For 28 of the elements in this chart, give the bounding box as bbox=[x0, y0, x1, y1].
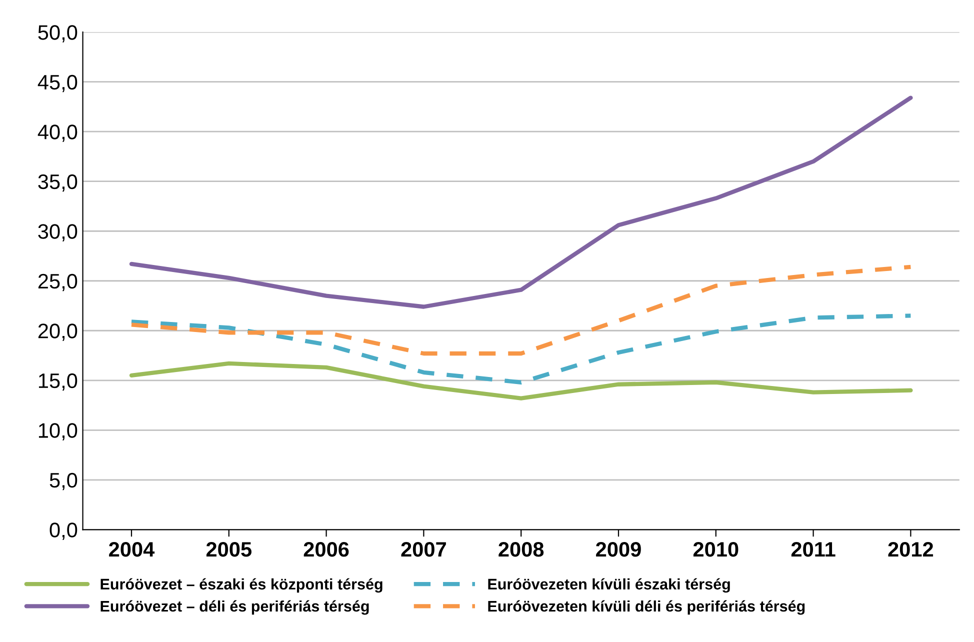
line-series bbox=[129, 361, 913, 400]
y-tick-label: 25,0 bbox=[38, 274, 78, 292]
y-tick-label: 15,0 bbox=[38, 373, 78, 391]
y-tick-label: 20,0 bbox=[38, 324, 78, 341]
legend-label: Euróövezet – déli és perifériás térség bbox=[100, 600, 369, 615]
x-tick-label: 2008 bbox=[498, 542, 544, 557]
y-tick-label: 35,0 bbox=[38, 174, 78, 192]
x-tick-label: 2009 bbox=[596, 542, 641, 557]
y-tick-label: 5,0 bbox=[50, 472, 78, 490]
x-tick-label: 2004 bbox=[109, 542, 155, 557]
y-tick-label: 0,0 bbox=[50, 522, 78, 540]
x-tick-label: 2012 bbox=[888, 542, 934, 557]
x-tick-label: 2006 bbox=[304, 542, 349, 557]
x-tick-label: 2005 bbox=[206, 542, 252, 557]
x-tick-label: 2007 bbox=[401, 542, 446, 557]
y-tick-label: 40,0 bbox=[38, 124, 78, 142]
x-tick-label: 2011 bbox=[791, 542, 836, 557]
y-tick-label: 45,0 bbox=[38, 74, 78, 92]
legend-label: Euróövezeten kívüli északi térség bbox=[488, 578, 730, 593]
y-tick-label: 30,0 bbox=[38, 224, 78, 242]
y-tick-label: 10,0 bbox=[38, 423, 78, 440]
line-series bbox=[129, 264, 913, 356]
y-tick-label: 50,0 bbox=[38, 25, 78, 42]
legend-label: Euróövezeten kívüli déli és perifériás térség bbox=[488, 600, 805, 615]
x-tick-label: 2010 bbox=[693, 542, 738, 557]
line-series bbox=[129, 314, 913, 384]
legend-label: Euróövezet – északi és központi térség bbox=[100, 578, 382, 593]
line-series bbox=[129, 96, 913, 309]
